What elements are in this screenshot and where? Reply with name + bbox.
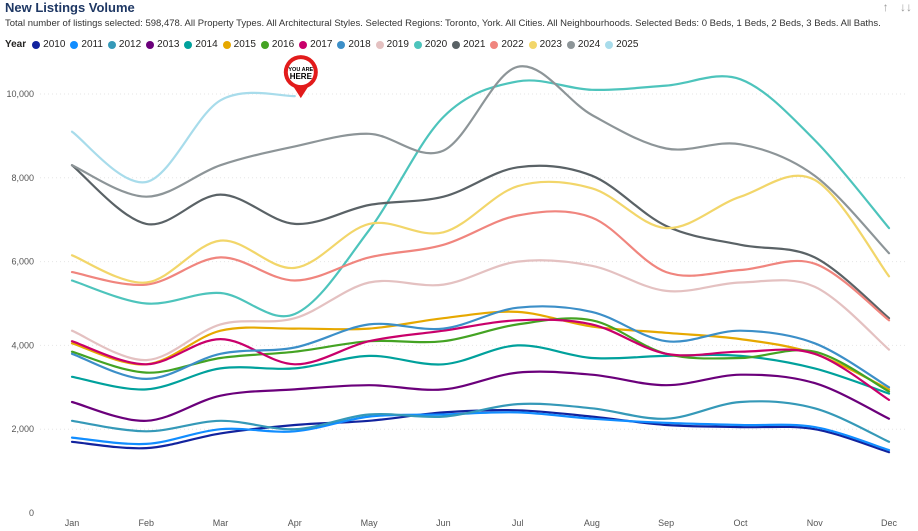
x-tick-label: May: [361, 518, 379, 528]
x-tick-label: Apr: [288, 518, 302, 528]
legend: Year 2010 2011 2012 2013 2014 2015 2016 2017 201…: [5, 39, 643, 50]
legend-item-2023[interactable]: 2023: [528, 39, 562, 50]
marker-text-line2: HERE: [290, 72, 313, 81]
x-tick-label: Nov: [807, 518, 824, 528]
series-line-2012[interactable]: [70, 400, 891, 443]
legend-item-2025[interactable]: 2025: [605, 39, 638, 50]
legend-swatch: [146, 40, 155, 49]
marker-pin-inner: [287, 59, 314, 86]
legend-swatch: [413, 40, 422, 49]
y-tick-label: 2,000: [11, 424, 34, 434]
legend-label: 2014: [195, 39, 218, 50]
series-line-2014[interactable]: [70, 344, 891, 395]
legend-swatch: [337, 40, 346, 49]
legend-item-2020[interactable]: 2020: [413, 39, 448, 50]
legend-item-2014[interactable]: 2014: [184, 39, 218, 50]
legend-swatch: [452, 40, 461, 49]
legend-swatch: [107, 40, 116, 49]
x-tick-label: Aug: [584, 518, 600, 528]
series-line-2010[interactable]: [70, 408, 891, 454]
series-line-2017[interactable]: [70, 318, 891, 401]
legend-label: 2015: [233, 39, 256, 50]
filter-summary: Total number of listings selected: 598,4…: [5, 18, 881, 29]
legend-label: 2013: [157, 39, 180, 50]
legend-items: 2010 2011 2012 2013 2014 2015 2016 2017 2018 2019…: [32, 39, 643, 50]
legend-item-2018[interactable]: 2018: [337, 39, 371, 50]
legend-label: 2025: [616, 39, 639, 50]
legend-item-2019[interactable]: 2019: [375, 39, 409, 50]
series-line-2013[interactable]: [70, 370, 891, 422]
legend-item-2010[interactable]: 2010: [32, 39, 65, 50]
legend-swatch: [605, 40, 614, 49]
legend-item-2024[interactable]: 2024: [566, 39, 601, 50]
y-tick-label: 6,000: [11, 257, 34, 267]
legend-item-2021[interactable]: 2021: [452, 39, 485, 50]
series-line-2021[interactable]: [70, 164, 891, 320]
legend-swatch: [32, 40, 41, 49]
x-tick-label: Jul: [512, 518, 524, 528]
legend-swatch: [70, 40, 79, 49]
y-tick-label: 4,000: [11, 340, 34, 350]
legend-item-2011[interactable]: 2011: [70, 39, 103, 50]
x-tick-label: Feb: [139, 518, 155, 528]
legend-label: 2024: [577, 39, 601, 50]
y-axis: 0 2,000 4,000 6,000 8,000 10,000: [6, 89, 34, 518]
legend-swatch: [184, 40, 193, 49]
legend-swatch: [490, 40, 499, 49]
legend-label: 2017: [310, 39, 333, 50]
series-line-2011[interactable]: [70, 411, 891, 452]
series-line-2024[interactable]: [70, 65, 891, 255]
legend-label: 2021: [463, 39, 486, 50]
legend-item-2017[interactable]: 2017: [299, 39, 332, 50]
legend-item-2022[interactable]: 2022: [490, 39, 524, 50]
x-tick-label: Jun: [436, 518, 451, 528]
gridlines: [40, 93, 905, 430]
x-tick-label: Dec: [881, 518, 898, 528]
x-tick-label: Oct: [733, 518, 748, 528]
legend-label: 2023: [539, 39, 562, 50]
x-tick-label: Mar: [213, 518, 229, 528]
legend-swatch: [528, 40, 537, 49]
legend-label: 2010: [43, 39, 66, 50]
series-line-2019[interactable]: [70, 259, 891, 362]
legend-item-2016[interactable]: 2016: [260, 39, 295, 50]
header-actions: ↑ ↓↓: [875, 0, 912, 14]
series-line-2022[interactable]: [70, 210, 891, 322]
legend-label: 2016: [271, 39, 295, 50]
legend-swatch: [299, 40, 308, 49]
y-tick-label: 8,000: [11, 173, 34, 183]
y-tick-label: 10,000: [6, 89, 34, 99]
series-line-2018[interactable]: [70, 305, 891, 389]
legend-item-2013[interactable]: 2013: [146, 39, 179, 50]
y-tick-label: 0: [29, 508, 34, 518]
series-line-2015[interactable]: [70, 310, 891, 391]
series-line-2023[interactable]: [70, 174, 891, 284]
series-line-2025[interactable]: [70, 91, 296, 184]
legend-item-2015[interactable]: 2015: [222, 39, 256, 50]
x-tick-label: Jan: [65, 518, 80, 528]
legend-swatch: [566, 40, 575, 49]
series-line-2016[interactable]: [70, 317, 891, 393]
sort-descending-icon[interactable]: ↓↓: [900, 0, 912, 14]
legend-swatch: [375, 40, 384, 49]
series-line-2020[interactable]: [70, 75, 891, 318]
legend-title: Year: [5, 39, 27, 50]
legend-label: 2011: [81, 39, 103, 50]
legend-swatch: [260, 40, 269, 49]
legend-item-2012[interactable]: 2012: [107, 39, 142, 50]
x-tick-label: Sep: [658, 518, 674, 528]
legend-label: 2022: [501, 39, 524, 50]
legend-label: 2018: [348, 39, 371, 50]
sort-up-icon[interactable]: ↑: [882, 0, 889, 14]
series-lines: [70, 65, 891, 454]
marker-text-line1: YOU ARE: [288, 67, 313, 73]
legend-label: 2020: [424, 39, 448, 50]
x-axis: Jan Feb Mar Apr May Jun Jul Aug Sep Oct Nov Dec: [65, 518, 898, 528]
legend-swatch: [222, 40, 231, 49]
chart-title: New Listings Volume: [5, 0, 135, 15]
legend-label: 2012: [118, 39, 142, 50]
legend-label: 2019: [386, 39, 409, 50]
